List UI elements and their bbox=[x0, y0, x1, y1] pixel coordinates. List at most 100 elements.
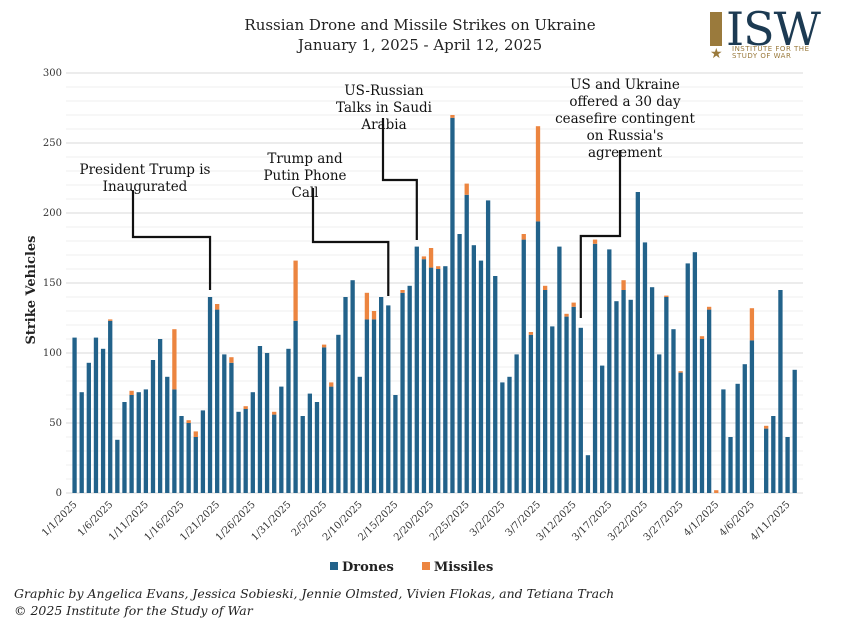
legend-missiles: Missiles bbox=[421, 560, 494, 575]
drones-bar bbox=[564, 316, 569, 493]
drones-bar bbox=[478, 260, 484, 493]
drones-bar bbox=[407, 285, 412, 493]
drones-bar bbox=[535, 221, 541, 493]
missiles-bar bbox=[321, 344, 327, 348]
logo-emblem-icon bbox=[710, 12, 722, 46]
missiles-bar bbox=[400, 290, 405, 293]
drones-bar bbox=[100, 348, 106, 493]
drones-bar bbox=[528, 334, 534, 493]
drones-bar bbox=[336, 334, 341, 493]
y-tick-label: 300 bbox=[43, 68, 62, 79]
drones-bar bbox=[464, 194, 469, 494]
missiles-bar bbox=[229, 357, 234, 363]
missiles-bar bbox=[664, 295, 669, 297]
drones-swatch-icon bbox=[330, 562, 338, 570]
missiles-bar bbox=[621, 280, 626, 290]
missiles-bar bbox=[243, 406, 248, 409]
drones-bar bbox=[471, 245, 476, 493]
drones-bar bbox=[300, 416, 305, 493]
star-icon: ★ bbox=[710, 46, 723, 62]
drones-bar bbox=[778, 290, 783, 493]
annotation-2: US-Russian Talks in Saudi Arabia bbox=[336, 83, 432, 133]
missiles-bar bbox=[699, 336, 705, 339]
drones-bar bbox=[371, 319, 377, 493]
drones-bar bbox=[749, 340, 755, 493]
drones-bar bbox=[136, 392, 141, 493]
missiles-bar bbox=[706, 306, 712, 310]
drones-bar bbox=[457, 234, 462, 493]
y-tick-label: 200 bbox=[43, 208, 62, 219]
drones-bar bbox=[79, 392, 84, 493]
annotation-leader-line bbox=[381, 118, 418, 240]
drones-bar bbox=[735, 383, 740, 493]
legend-label: Drones bbox=[342, 560, 394, 575]
y-tick-label: 250 bbox=[43, 138, 62, 149]
missiles-bar bbox=[528, 332, 534, 335]
drones-bar bbox=[379, 297, 384, 493]
drones-bar bbox=[614, 301, 619, 493]
drones-bar bbox=[108, 320, 113, 493]
drones-bar bbox=[692, 252, 698, 493]
drones-bar bbox=[343, 297, 348, 493]
drones-bar bbox=[150, 360, 156, 493]
drones-bar bbox=[664, 297, 669, 493]
missiles-bar bbox=[542, 285, 548, 290]
drones-bar bbox=[421, 259, 427, 493]
annotation-3: US and Ukraine offered a 30 day ceasefir… bbox=[555, 77, 695, 161]
missiles-bar bbox=[172, 329, 177, 390]
missiles-bar bbox=[714, 490, 719, 493]
drones-bar bbox=[742, 364, 747, 493]
drones-bar bbox=[706, 309, 712, 493]
missiles-bar bbox=[592, 239, 598, 244]
drones-bar bbox=[122, 402, 127, 493]
missiles-bar bbox=[450, 115, 455, 118]
drones-bar bbox=[428, 267, 434, 493]
y-tick-label: 100 bbox=[43, 348, 62, 359]
missiles-bar bbox=[193, 431, 198, 437]
y-tick-label: 150 bbox=[43, 278, 62, 289]
chart-subtitle: January 1, 2025 - April 12, 2025 bbox=[297, 36, 543, 54]
x-tick-label: 4/1/2025 bbox=[682, 499, 722, 539]
annotation-leader-line bbox=[311, 188, 390, 296]
drones-bar bbox=[157, 339, 163, 493]
drones-bar bbox=[657, 354, 662, 493]
drones-bar bbox=[500, 382, 505, 493]
drones-bar bbox=[507, 376, 512, 493]
drones-bar bbox=[364, 319, 370, 493]
drones-bar bbox=[93, 337, 99, 493]
missiles-bar bbox=[108, 319, 113, 321]
drones-bar bbox=[678, 372, 683, 493]
drones-bar bbox=[521, 239, 526, 493]
missiles-bar bbox=[215, 304, 220, 310]
drones-bar bbox=[628, 299, 633, 493]
drones-bar bbox=[671, 329, 676, 493]
drones-bar bbox=[272, 414, 277, 493]
missiles-bar bbox=[436, 266, 441, 269]
drones-bar bbox=[129, 395, 134, 493]
missiles-bar bbox=[129, 390, 134, 395]
drones-bar bbox=[250, 392, 255, 493]
drones-bar bbox=[550, 326, 555, 493]
drones-bar bbox=[307, 393, 313, 493]
drones-bar bbox=[72, 337, 77, 493]
missiles-bar bbox=[428, 248, 434, 268]
drones-bar bbox=[607, 249, 612, 493]
missiles-bar bbox=[535, 126, 541, 222]
drones-bar bbox=[293, 320, 298, 493]
missiles-bar bbox=[749, 308, 755, 341]
drones-bar bbox=[286, 348, 291, 493]
drones-bar bbox=[542, 290, 548, 493]
legend-drones: Drones bbox=[330, 560, 394, 575]
drones-bar bbox=[592, 243, 598, 493]
legend-label: Missiles bbox=[433, 560, 494, 575]
credit-line: Graphic by Angelica Evans, Jessica Sobie… bbox=[14, 586, 615, 601]
drones-bar bbox=[186, 423, 191, 493]
drones-bar bbox=[279, 386, 284, 493]
drones-bar bbox=[578, 327, 583, 493]
drones-bar bbox=[450, 117, 455, 494]
drones-bar bbox=[785, 437, 790, 493]
drones-bar bbox=[642, 242, 648, 493]
drones-bar bbox=[400, 292, 405, 493]
drones-bar bbox=[172, 389, 177, 493]
